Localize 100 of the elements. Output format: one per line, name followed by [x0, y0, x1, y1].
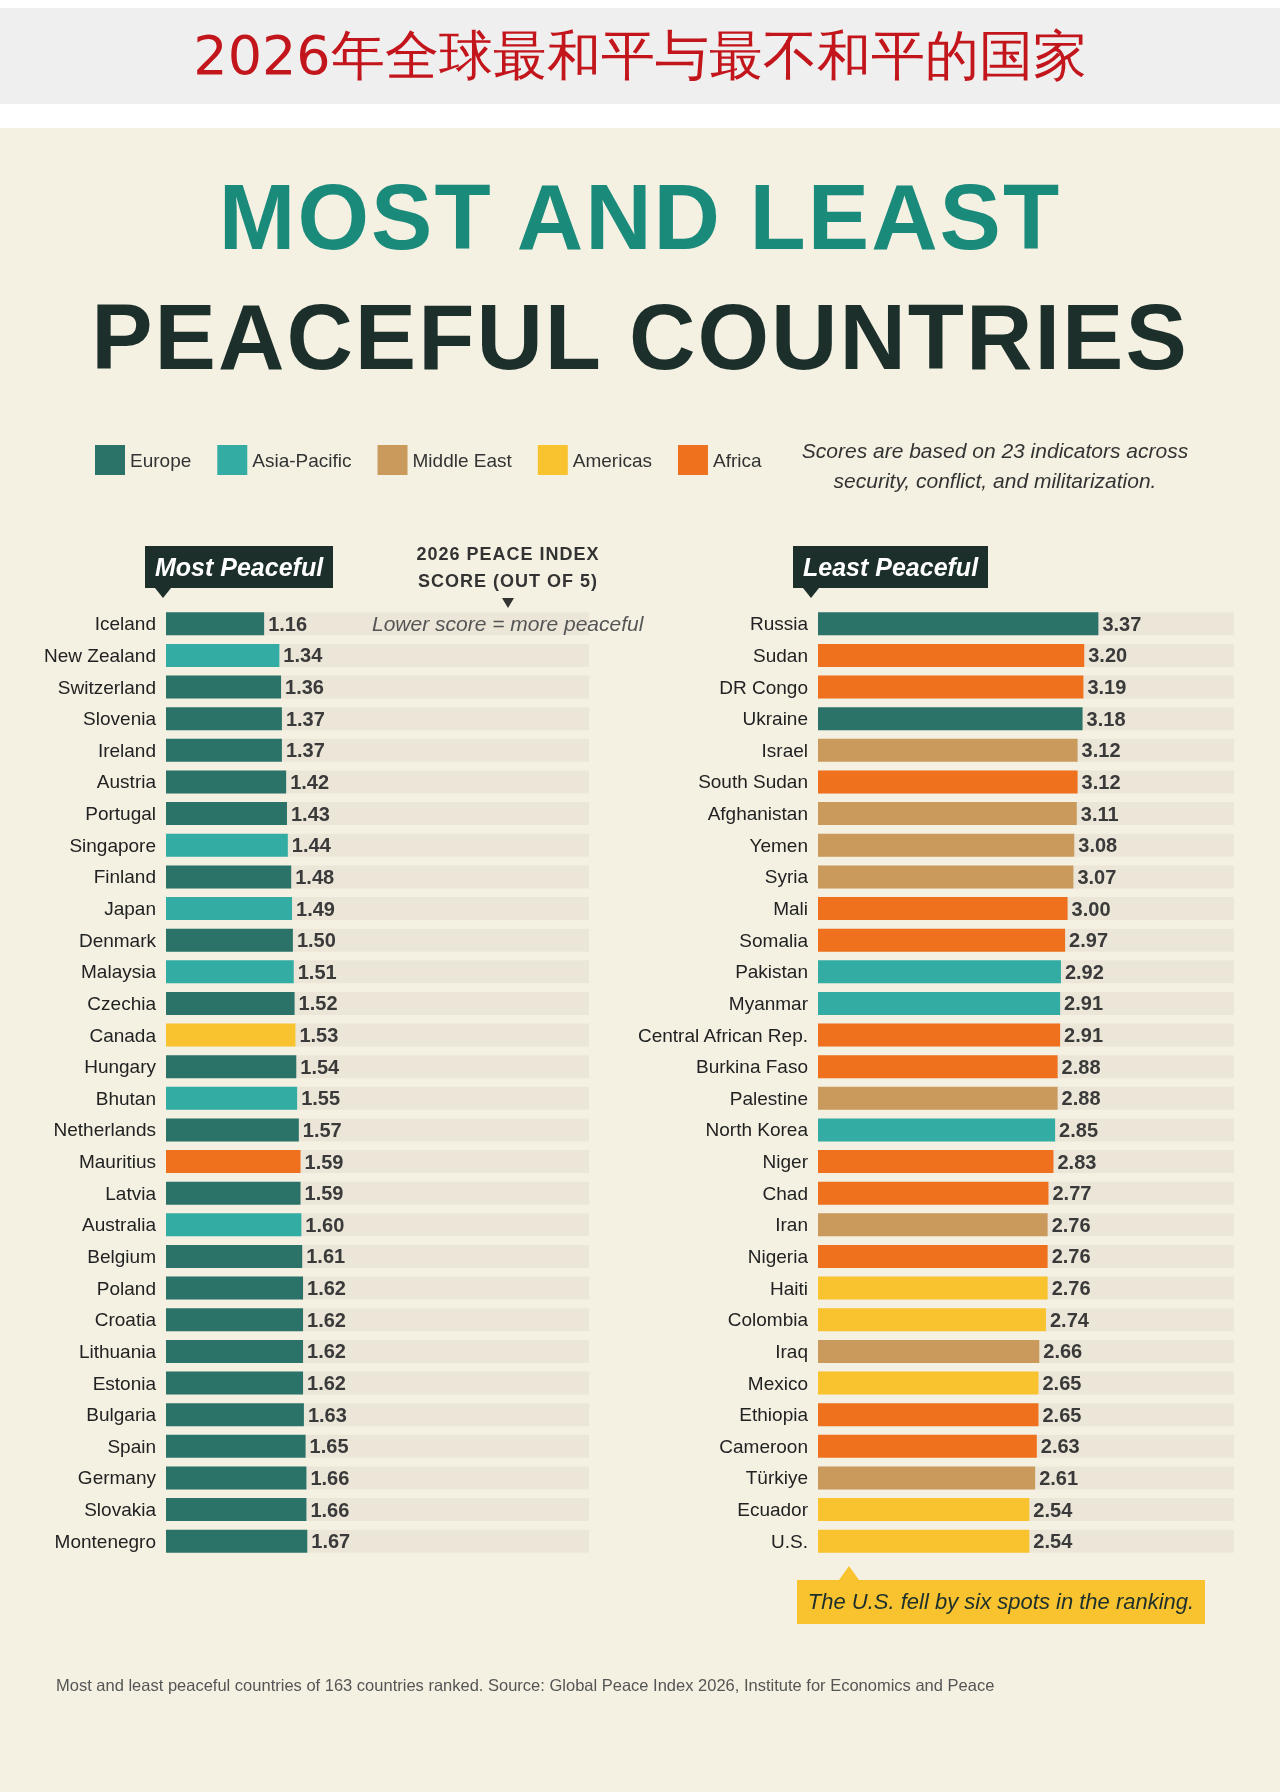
data-label: 2.65 — [1042, 1403, 1082, 1426]
y-tick-label: Myanmar — [728, 992, 809, 1014]
data-label: 2.66 — [1043, 1340, 1083, 1363]
y-tick-label: Denmark — [78, 929, 157, 951]
text: Scores are based on 23 indicators across security, conflict, and militarization. — [800, 438, 1190, 494]
y-tick-label: Iraq — [775, 1340, 808, 1362]
y-tick-label: Cameroon — [719, 1435, 808, 1457]
data-label: 1.16 — [268, 612, 308, 635]
y-tick-label: Finland — [93, 866, 156, 888]
y-tick-label: Switzerland — [57, 676, 156, 698]
y-tick-label: Central African Rep. — [637, 1024, 808, 1046]
chart-title: Least Peaceful — [793, 546, 989, 588]
y-tick-label: Burkina Faso — [696, 1056, 808, 1078]
y-tick-label: Mali — [773, 898, 808, 920]
data-label: 1.50 — [296, 929, 336, 952]
data-label: 2.54 — [1033, 1530, 1074, 1553]
y-tick-label: Japan — [104, 898, 156, 920]
y-tick-label: Germany — [77, 1467, 157, 1489]
y-tick-label: Colombia — [727, 1309, 809, 1331]
data-label: 1.61 — [306, 1245, 346, 1268]
y-tick-label: Somalia — [739, 929, 809, 951]
y-tick-label: Iceland — [94, 613, 156, 635]
y-tick-label: Israel — [761, 739, 808, 761]
data-label: 2.76 — [1051, 1245, 1091, 1268]
data-label: 3.00 — [1071, 897, 1111, 920]
data-label: 1.49 — [296, 897, 335, 920]
data-label: 1.59 — [304, 1150, 344, 1173]
data-label: 1.59 — [304, 1182, 344, 1205]
legend-label: Europe — [130, 449, 192, 471]
chart-title: Most Peaceful — [145, 546, 334, 588]
y-tick-label: Poland — [96, 1277, 156, 1299]
data-label: 1.44 — [291, 834, 332, 857]
x-axis-title: 2026 PEACE INDEX SCORE (OUT OF 5) — [415, 543, 601, 593]
data-label: 3.08 — [1078, 834, 1118, 857]
data-label: 1.37 — [285, 739, 325, 762]
y-tick-label: DR Congo — [719, 676, 808, 698]
y-tick-label: Nigeria — [747, 1245, 809, 1267]
data-label: 1.62 — [307, 1340, 346, 1363]
y-tick-label: Slovakia — [84, 1499, 157, 1521]
y-tick-label: Afghanistan — [707, 803, 808, 825]
y-tick-label: Haiti — [769, 1277, 808, 1299]
y-tick-label: Spain — [107, 1435, 156, 1457]
data-label: 2.92 — [1064, 960, 1104, 983]
data-label: 2.65 — [1042, 1372, 1082, 1395]
y-tick-label: Hungary — [84, 1056, 157, 1078]
y-tick-label: South Sudan — [698, 771, 808, 793]
data-label: 2.83 — [1057, 1150, 1097, 1173]
data-label: 3.12 — [1081, 739, 1121, 762]
data-label: 1.43 — [290, 802, 330, 825]
y-tick-label: Australia — [82, 1214, 157, 1236]
data-label: 1.65 — [309, 1435, 349, 1458]
data-label: 3.07 — [1077, 865, 1117, 888]
legend-label: Asia-Pacific — [252, 449, 352, 471]
data-label: 1.57 — [302, 1118, 342, 1141]
data-label: 1.34 — [283, 644, 324, 667]
y-tick-label: Mauritius — [78, 1151, 156, 1173]
data-label: 1.62 — [307, 1308, 346, 1331]
data-label: 1.52 — [298, 992, 338, 1015]
data-label: 1.60 — [305, 1213, 345, 1236]
data-label: 2.74 — [1049, 1308, 1090, 1331]
data-label: 2.61 — [1039, 1466, 1079, 1489]
y-tick-label: Singapore — [69, 834, 156, 856]
y-tick-label: Montenegro — [54, 1530, 156, 1552]
data-label: 1.62 — [307, 1277, 346, 1300]
y-tick-label: Lithuania — [78, 1340, 157, 1362]
y-tick-label: Mexico — [747, 1372, 808, 1394]
data-label: 2.85 — [1059, 1118, 1099, 1141]
text: Most and least peaceful countries of 163 countries ranked. Source: Global Peace Index 2026, Institute for Economics and Peace — [56, 1676, 995, 1695]
data-label: 2.76 — [1051, 1213, 1091, 1236]
data-label: 3.11 — [1080, 802, 1119, 825]
data-label: 1.55 — [301, 1087, 341, 1110]
text: The U.S. fell by six spots in the ranking. — [797, 1580, 1205, 1624]
y-tick-label: Ecuador — [737, 1499, 809, 1521]
text: MOST AND LEAST PEACEFUL COUNTRIES — [90, 165, 1190, 390]
y-tick-label: Niger — [762, 1151, 809, 1173]
data-label: 1.42 — [290, 770, 330, 793]
y-tick-label: Latvia — [105, 1182, 157, 1204]
y-tick-label: Austria — [96, 771, 157, 793]
y-tick-label: Bhutan — [95, 1087, 156, 1109]
y-tick-label: Türkiye — [745, 1467, 808, 1489]
y-tick-label: Malaysia — [81, 961, 157, 983]
y-tick-label: Palestine — [729, 1087, 808, 1109]
data-label: 3.37 — [1102, 612, 1142, 635]
legend-label: Africa — [712, 449, 762, 471]
text: 2026年全球最和平与最不和平的国家 — [0, 8, 1280, 104]
y-tick-label: Syria — [764, 866, 809, 888]
y-tick-label: Yemen — [749, 834, 808, 856]
data-label: 1.53 — [299, 1024, 339, 1047]
bar — [166, 612, 265, 636]
data-label: 1.48 — [295, 865, 335, 888]
y-tick-label: New Zealand — [44, 644, 156, 666]
y-tick-label: Croatia — [94, 1309, 157, 1331]
data-label: 1.54 — [300, 1055, 341, 1078]
data-label: 3.18 — [1086, 707, 1126, 730]
y-tick-label: Canada — [89, 1024, 157, 1046]
data-label: 2.76 — [1051, 1277, 1091, 1300]
data-label: 2.91 — [1064, 1024, 1104, 1047]
y-tick-label: Ireland — [97, 739, 156, 761]
y-tick-label: Pakistan — [735, 961, 808, 983]
legend-label: Middle East — [412, 449, 513, 471]
